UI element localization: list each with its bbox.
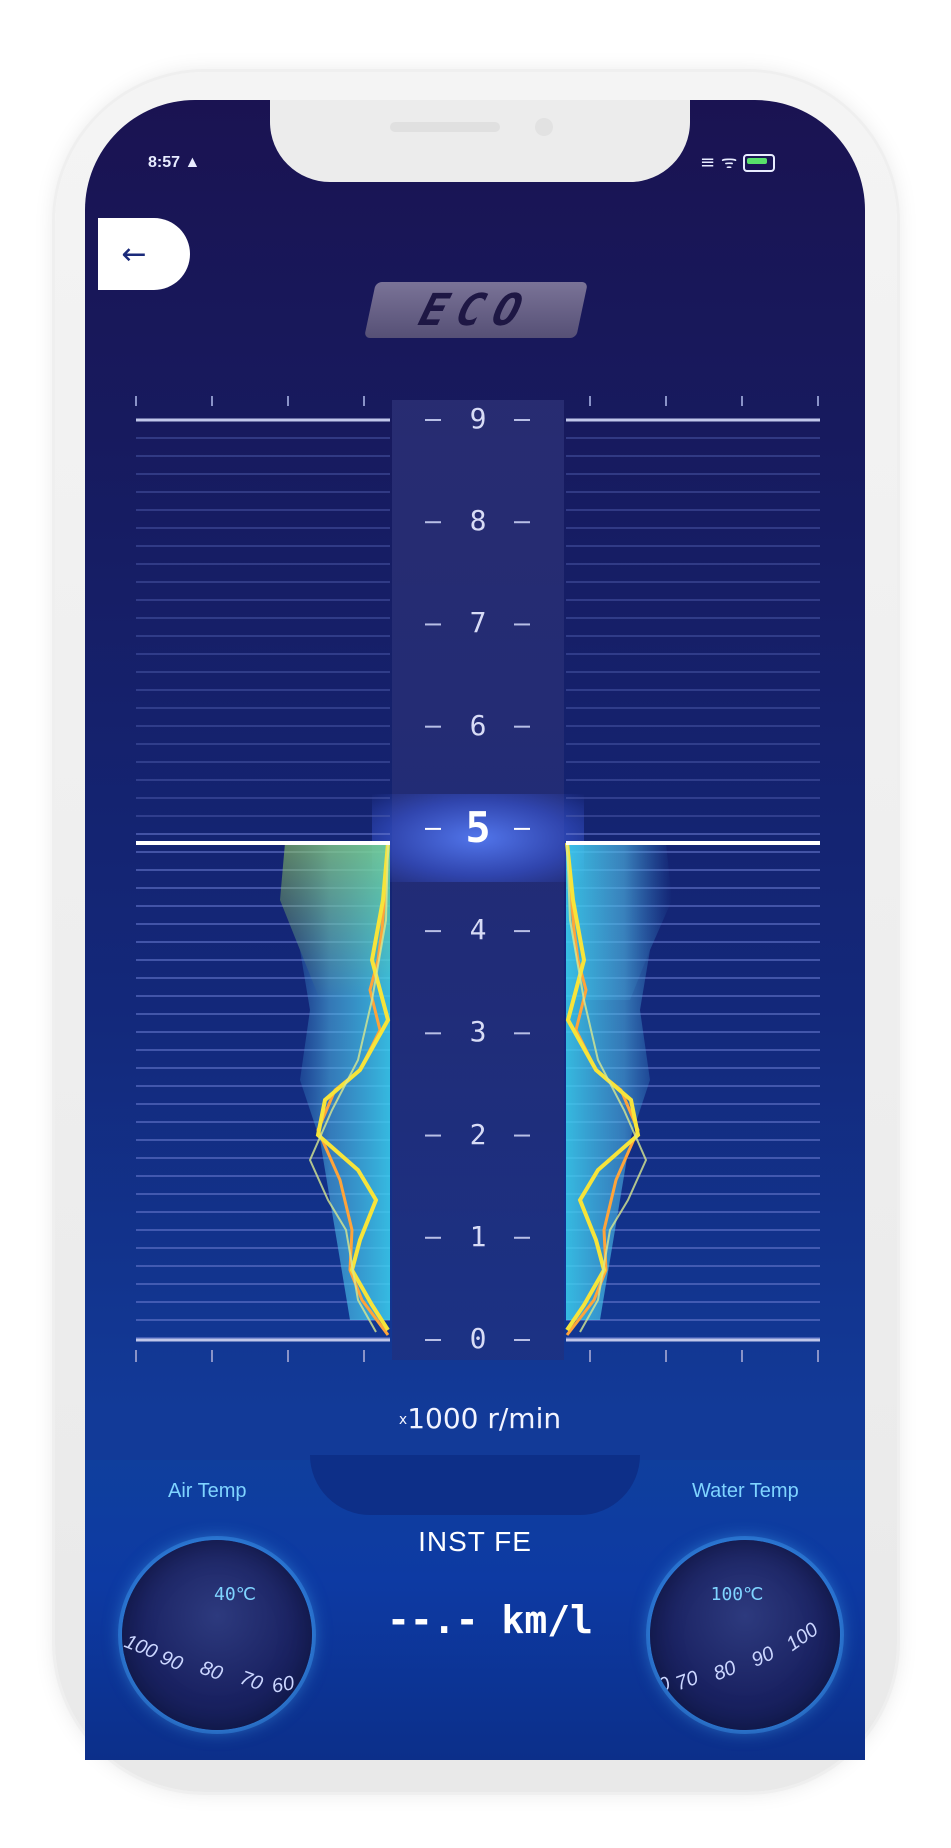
status-time: 8:57 ▲ <box>148 154 201 171</box>
rpm-grid-lines-right <box>566 437 820 1339</box>
air-temp-gauge[interactable]: 40℃ 100 90 80 70 60 <box>122 1540 312 1730</box>
battery-icon <box>743 154 775 172</box>
inst-fe-label: INST FE <box>418 1526 532 1557</box>
water-temp-reading: 100℃ <box>710 1584 764 1605</box>
rpm-fill-right-green <box>566 843 672 1000</box>
air-temp-scale-100: 100 <box>122 1630 161 1664</box>
rpm-scale-label-0: 0 <box>469 1322 487 1355</box>
rpm-scale-label-7: 7 <box>469 606 487 640</box>
water-temp-scale-80: 80 <box>710 1656 740 1686</box>
wifi-icon: ᯤ <box>720 152 738 173</box>
rpm-scale-label-9: 9 <box>469 402 487 435</box>
rpm-scale-label-1: 1 <box>469 1219 487 1253</box>
arrow-left-icon: ← <box>121 236 147 272</box>
air-temp-title: Air Temp <box>168 1480 247 1502</box>
air-temp-reading: 40℃ <box>214 1584 256 1605</box>
inst-fe-value: --.- km/l <box>387 1598 593 1642</box>
rpm-scale-label-8: 8 <box>469 504 487 538</box>
rpm-unit-prefix: x <box>398 1412 408 1428</box>
rpm-unit-label: x1000 r/min <box>360 1402 600 1435</box>
water-temp-scale-90: 90 <box>748 1642 778 1672</box>
speaker-icon <box>390 122 500 132</box>
air-temp-scale-70: 70 <box>237 1666 266 1696</box>
water-temp-scale-100: 100 <box>782 1618 823 1656</box>
rpm-scale-dashes <box>425 419 530 1341</box>
rpm-fill-left-green <box>280 843 390 1000</box>
rpm-bottom-ticks <box>135 1350 819 1362</box>
air-temp-scale-80: 80 <box>197 1656 226 1686</box>
water-temp-title: Water Temp <box>692 1480 799 1502</box>
rpm-scale-label-5: 5 <box>465 802 491 852</box>
rpm-scale-label-4: 4 <box>469 913 487 947</box>
status-icons: ≡ ᯤ <box>700 150 775 174</box>
rpm-unit-text: 1000 r/min <box>407 1402 562 1435</box>
rpm-scale-label-6: 6 <box>469 708 487 742</box>
camera-icon <box>535 118 553 136</box>
rpm-scale-label-2: 2 <box>469 1117 487 1151</box>
rpm-trace-left-thin <box>308 842 389 1333</box>
back-button[interactable]: ← <box>98 218 190 290</box>
phone-notch <box>270 100 690 182</box>
rpm-trace-right-thin <box>566 842 648 1333</box>
air-temp-scale-60: 60 <box>270 1672 296 1698</box>
water-temp-scale-70: 70 <box>672 1666 702 1696</box>
signal-icon: ≡ <box>700 152 716 173</box>
air-temp-scale-90: 90 <box>156 1646 186 1676</box>
rpm-scale-label-3: 3 <box>469 1015 487 1049</box>
rpm-top-ticks <box>135 396 819 406</box>
rpm-active-highlight <box>372 794 584 882</box>
footer-notch <box>310 1455 640 1515</box>
water-temp-gauge[interactable]: 100℃ 60 70 80 90 100 <box>650 1540 840 1730</box>
